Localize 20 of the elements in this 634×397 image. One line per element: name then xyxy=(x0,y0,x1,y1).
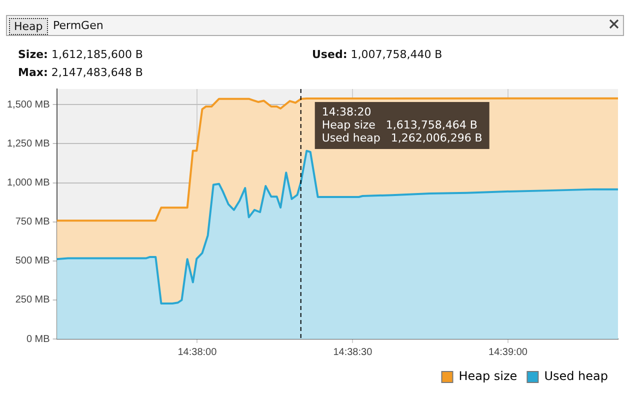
legend-label: Heap size xyxy=(458,369,518,384)
y-tick-label: 750 MB xyxy=(15,216,50,228)
x-tick-label: 14:39:00 xyxy=(488,346,528,358)
y-tick-label: 250 MB xyxy=(15,294,50,306)
x-tick-label: 14:38:00 xyxy=(178,346,218,358)
text: PermGen xyxy=(52,18,104,33)
text: Used: 1,007,758,440 B xyxy=(312,48,442,61)
annotation: Heap size 1,613,758,464 B xyxy=(322,118,478,132)
y-tick-label: 0 MB xyxy=(26,334,50,345)
text: Heap xyxy=(9,18,48,35)
annotation: 14:38:20 xyxy=(322,105,372,118)
y-tick-label: 1,500 MB xyxy=(6,99,50,110)
text: Max: 2,147,483,648 B xyxy=(18,66,143,79)
y-tick-label: 500 MB xyxy=(15,256,50,267)
y-tick-label: 1,250 MB xyxy=(6,138,50,150)
annotation: Used heap 1,262,006,296 B xyxy=(322,131,482,144)
x-tick-label: 14:38:30 xyxy=(333,346,373,358)
legend-label: Used heap xyxy=(544,369,608,384)
y-tick-label: 1,000 MB xyxy=(6,178,50,188)
text: Size: 1,612,185,600 B xyxy=(18,48,143,61)
